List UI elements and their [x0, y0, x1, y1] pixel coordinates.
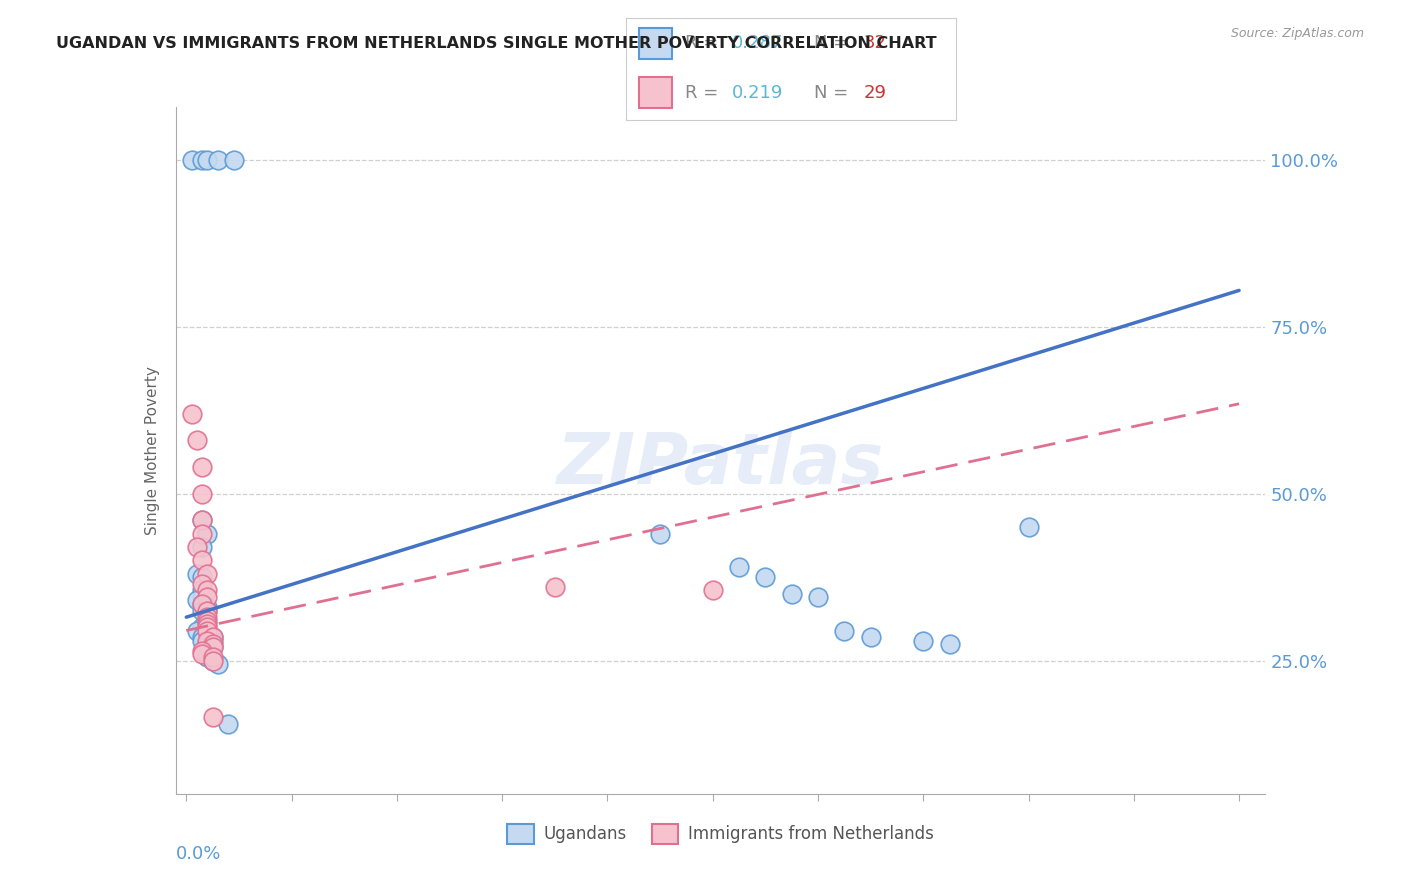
Point: [201, 630, 224, 644]
Point: [195, 616, 218, 631]
Text: R =: R =: [685, 84, 724, 102]
Text: 32: 32: [863, 35, 887, 53]
Text: N =: N =: [814, 84, 853, 102]
Point: [201, 650, 224, 665]
Point: [186, 540, 208, 554]
Point: [195, 153, 218, 168]
Text: 0.287: 0.287: [731, 35, 783, 53]
Point: [195, 583, 218, 598]
Y-axis label: Single Mother Poverty: Single Mother Poverty: [145, 366, 160, 535]
Point: [191, 647, 214, 661]
Point: [191, 153, 214, 168]
Point: [191, 643, 214, 657]
Point: [191, 513, 214, 527]
Point: [201, 640, 224, 655]
Point: [201, 640, 224, 655]
Point: [186, 624, 208, 638]
Point: [195, 647, 218, 661]
Point: [186, 593, 208, 607]
Point: [191, 577, 214, 591]
Text: ZIPatlas: ZIPatlas: [557, 430, 884, 499]
Point: [201, 630, 224, 644]
Point: [191, 460, 214, 475]
Text: 0.219: 0.219: [731, 84, 783, 102]
Text: 29: 29: [863, 84, 887, 102]
Text: N =: N =: [814, 35, 853, 53]
Point: [180, 407, 202, 421]
Point: [191, 620, 214, 634]
Point: [728, 560, 751, 574]
Point: [191, 630, 214, 644]
Point: [648, 526, 671, 541]
Point: [191, 590, 214, 604]
Point: [195, 624, 218, 638]
Point: [832, 624, 855, 638]
Point: [195, 600, 218, 615]
Point: [191, 633, 214, 648]
Point: [201, 653, 224, 667]
Point: [754, 570, 776, 584]
Point: [191, 553, 214, 567]
Point: [201, 653, 224, 667]
Point: [191, 487, 214, 501]
Point: [201, 710, 224, 724]
Point: [191, 570, 214, 584]
Point: [207, 657, 229, 671]
Point: [195, 624, 218, 638]
Point: [217, 717, 239, 731]
Point: [195, 603, 218, 617]
Text: R =: R =: [685, 35, 724, 53]
Point: [191, 526, 214, 541]
Point: [191, 597, 214, 611]
Point: [780, 587, 803, 601]
Point: [191, 603, 214, 617]
Point: [191, 583, 214, 598]
Point: [201, 633, 224, 648]
Point: [195, 610, 218, 624]
Point: [195, 566, 218, 581]
FancyBboxPatch shape: [638, 29, 672, 59]
Point: [544, 580, 567, 594]
Point: [912, 633, 935, 648]
Legend: Ugandans, Immigrants from Netherlands: Ugandans, Immigrants from Netherlands: [501, 817, 941, 851]
Text: Source: ZipAtlas.com: Source: ZipAtlas.com: [1230, 27, 1364, 40]
Point: [1018, 520, 1040, 534]
Point: [207, 153, 229, 168]
Point: [807, 590, 830, 604]
Point: [195, 633, 218, 648]
Point: [938, 637, 960, 651]
Point: [186, 566, 208, 581]
Point: [186, 434, 208, 448]
Point: [180, 153, 202, 168]
Point: [195, 526, 218, 541]
Point: [702, 583, 724, 598]
FancyBboxPatch shape: [638, 78, 672, 108]
Point: [195, 603, 218, 617]
Point: [222, 153, 245, 168]
Text: UGANDAN VS IMMIGRANTS FROM NETHERLANDS SINGLE MOTHER POVERTY CORRELATION CHART: UGANDAN VS IMMIGRANTS FROM NETHERLANDS S…: [56, 36, 936, 51]
Point: [195, 637, 218, 651]
Point: [201, 637, 224, 651]
Point: [191, 597, 214, 611]
Text: 0.0%: 0.0%: [176, 846, 221, 863]
Point: [195, 643, 218, 657]
Point: [195, 590, 218, 604]
Point: [195, 650, 218, 665]
Point: [191, 513, 214, 527]
Point: [195, 620, 218, 634]
Point: [195, 614, 218, 628]
Point: [859, 630, 882, 644]
Point: [191, 540, 214, 554]
